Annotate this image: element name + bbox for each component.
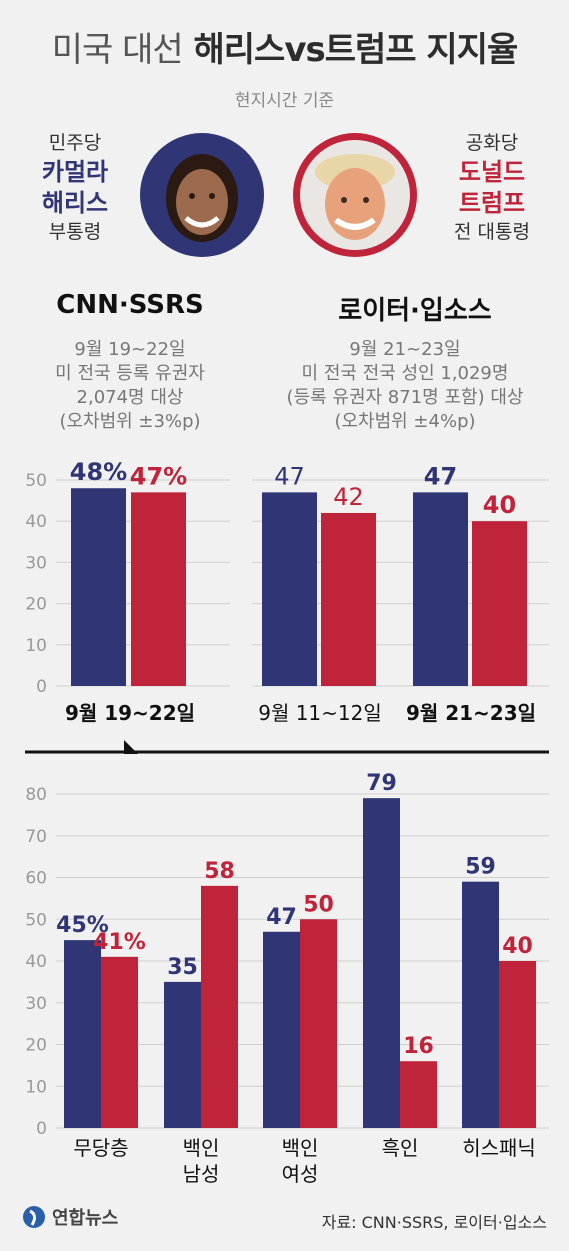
bar-value-label: 47 bbox=[266, 905, 297, 930]
top-chart-bars bbox=[71, 488, 527, 686]
reuters-poll-desc: 9월 21~23일 미 전국 전국 성인 1,029명 (등록 유권자 871명… bbox=[250, 338, 560, 434]
reuters-desc-line: 미 전국 전국 성인 1,029명 bbox=[301, 363, 509, 384]
title-part1: 미국 대선 bbox=[51, 30, 184, 70]
y-tick-label: 50 bbox=[25, 910, 47, 930]
y-tick-label: 0 bbox=[36, 677, 47, 697]
harris-bar bbox=[71, 488, 126, 686]
bottom-chart-bars bbox=[64, 798, 536, 1128]
bar-value-label: 79 bbox=[366, 771, 397, 796]
category-label: 무당층 bbox=[73, 1136, 128, 1160]
bar-value-label: 48% bbox=[70, 458, 127, 486]
top-chart-y-ticks: 0 10 20 30 40 50 bbox=[25, 471, 47, 697]
trump-name-line2: 트럼프 bbox=[458, 189, 526, 217]
category-label: 9월 21~23일 bbox=[406, 701, 536, 725]
y-tick-label: 30 bbox=[25, 994, 47, 1014]
y-tick-label: 60 bbox=[25, 869, 47, 889]
trump-bar bbox=[300, 919, 337, 1128]
harris-bar bbox=[64, 940, 101, 1128]
y-tick-label: 20 bbox=[25, 595, 47, 615]
bar-value-label: 58 bbox=[204, 859, 235, 884]
cnn-desc-line: 미 전국 등록 유권자 bbox=[55, 363, 205, 384]
trump-name-line1: 도널드 bbox=[458, 158, 526, 186]
category-label: 히스패닉 bbox=[462, 1136, 536, 1160]
bar-value-label: 59 bbox=[465, 855, 496, 880]
y-tick-label: 50 bbox=[25, 471, 47, 491]
y-tick-label: 80 bbox=[25, 785, 47, 805]
harris-portrait bbox=[138, 122, 266, 272]
trump-party: 공화당 bbox=[465, 132, 519, 154]
bar-value-label: 41% bbox=[93, 930, 146, 955]
bar-value-label: 47 bbox=[274, 462, 305, 490]
logo: 연합뉴스 bbox=[22, 1204, 118, 1230]
cnn-desc-line: (오차범위 ±3%p) bbox=[59, 411, 201, 432]
bar-value-label: 16 bbox=[403, 1034, 434, 1059]
reuters-desc-line: (등록 유권자 871명 포함) 대상 bbox=[286, 387, 524, 408]
category-label: 9월 11~12일 bbox=[258, 701, 382, 725]
page-title: 미국 대선 해리스vs트럼프 지지율 bbox=[0, 22, 569, 71]
harris-bar bbox=[363, 798, 400, 1128]
bar-value-label: 47% bbox=[130, 462, 187, 490]
logo-text: 연합뉴스 bbox=[52, 1208, 119, 1229]
harris-party: 민주당 bbox=[48, 132, 102, 154]
harris-name-line1: 카멀라 bbox=[41, 158, 109, 186]
y-tick-label: 10 bbox=[25, 636, 47, 656]
bar-value-label: 45% bbox=[56, 913, 109, 938]
category-label: 9월 19~22일 bbox=[65, 701, 195, 725]
trump-bar bbox=[201, 885, 238, 1128]
bar-value-label: 50 bbox=[303, 892, 334, 917]
bar-value-label: 40 bbox=[502, 934, 533, 959]
category-label: 남성 bbox=[183, 1162, 220, 1186]
reuters-desc-line: (오차범위 ±4%p) bbox=[334, 411, 476, 432]
trump-role: 전 대통령 bbox=[454, 221, 530, 243]
page-subtitle: 현지시간 기준 bbox=[234, 91, 335, 111]
bar-value-label: 40 bbox=[483, 491, 516, 519]
y-tick-label: 0 bbox=[36, 1119, 47, 1139]
top-chart-value-labels: 48% 47% 47 42 47 40 bbox=[70, 458, 516, 519]
harris-name-line2: 해리스 bbox=[41, 189, 109, 217]
source-note: 자료: CNN·SSRS, 로이터·입소스 bbox=[321, 1213, 547, 1232]
category-label: 흑인 bbox=[382, 1136, 419, 1160]
category-label: 여성 bbox=[282, 1162, 319, 1186]
trump-bar bbox=[101, 956, 138, 1128]
trump-info: 공화당 도널드 트럼프 전 대통령 bbox=[432, 130, 552, 246]
bar-value-label: 35 bbox=[167, 955, 198, 980]
y-tick-label: 70 bbox=[25, 827, 47, 847]
harris-bar bbox=[262, 492, 317, 686]
bottom-chart-y-ticks: 0 10 20 30 40 50 60 70 80 bbox=[25, 785, 47, 1139]
top-chart-category-labels: 9월 19~22일 9월 11~12일 9월 21~23일 bbox=[65, 701, 536, 725]
y-tick-label: 30 bbox=[25, 553, 47, 573]
reuters-desc-line: 9월 21~23일 bbox=[349, 339, 461, 360]
cnn-desc-line: 2,074명 대상 bbox=[76, 387, 184, 408]
yonhap-logo-icon bbox=[23, 1206, 45, 1228]
y-tick-label: 40 bbox=[25, 952, 47, 972]
trump-bar bbox=[499, 961, 536, 1128]
cnn-desc-line: 9월 19~22일 bbox=[74, 339, 186, 360]
bar-value-label: 42 bbox=[333, 483, 364, 511]
reuters-poll-title: 로이터·입소스 bbox=[338, 296, 492, 326]
trump-portrait bbox=[290, 122, 420, 272]
y-tick-label: 10 bbox=[25, 1077, 47, 1097]
category-label: 백인 bbox=[282, 1136, 319, 1160]
bar-value-label: 47 bbox=[424, 462, 457, 490]
title-part2: 해리스vs트럼프 지지율 bbox=[193, 30, 519, 70]
harris-bar bbox=[164, 981, 201, 1128]
harris-info: 민주당 카멀라 해리스 부통령 bbox=[20, 130, 130, 246]
trump-bar bbox=[131, 492, 186, 686]
cnn-poll-title: CNN·SSRS bbox=[56, 290, 204, 320]
divider-pointer bbox=[124, 740, 138, 754]
category-label: 백인 bbox=[183, 1136, 220, 1160]
trump-bar bbox=[321, 512, 376, 686]
cnn-poll-desc: 9월 19~22일 미 전국 등록 유권자 2,074명 대상 (오차범위 ±3… bbox=[20, 338, 240, 434]
harris-bar bbox=[413, 492, 468, 686]
y-tick-label: 40 bbox=[25, 512, 47, 532]
trump-bar bbox=[400, 1061, 437, 1128]
y-tick-label: 20 bbox=[25, 1036, 47, 1056]
harris-bar bbox=[263, 931, 300, 1128]
harris-bar bbox=[462, 881, 499, 1128]
trump-bar bbox=[472, 521, 527, 686]
harris-role: 부통령 bbox=[48, 221, 102, 243]
